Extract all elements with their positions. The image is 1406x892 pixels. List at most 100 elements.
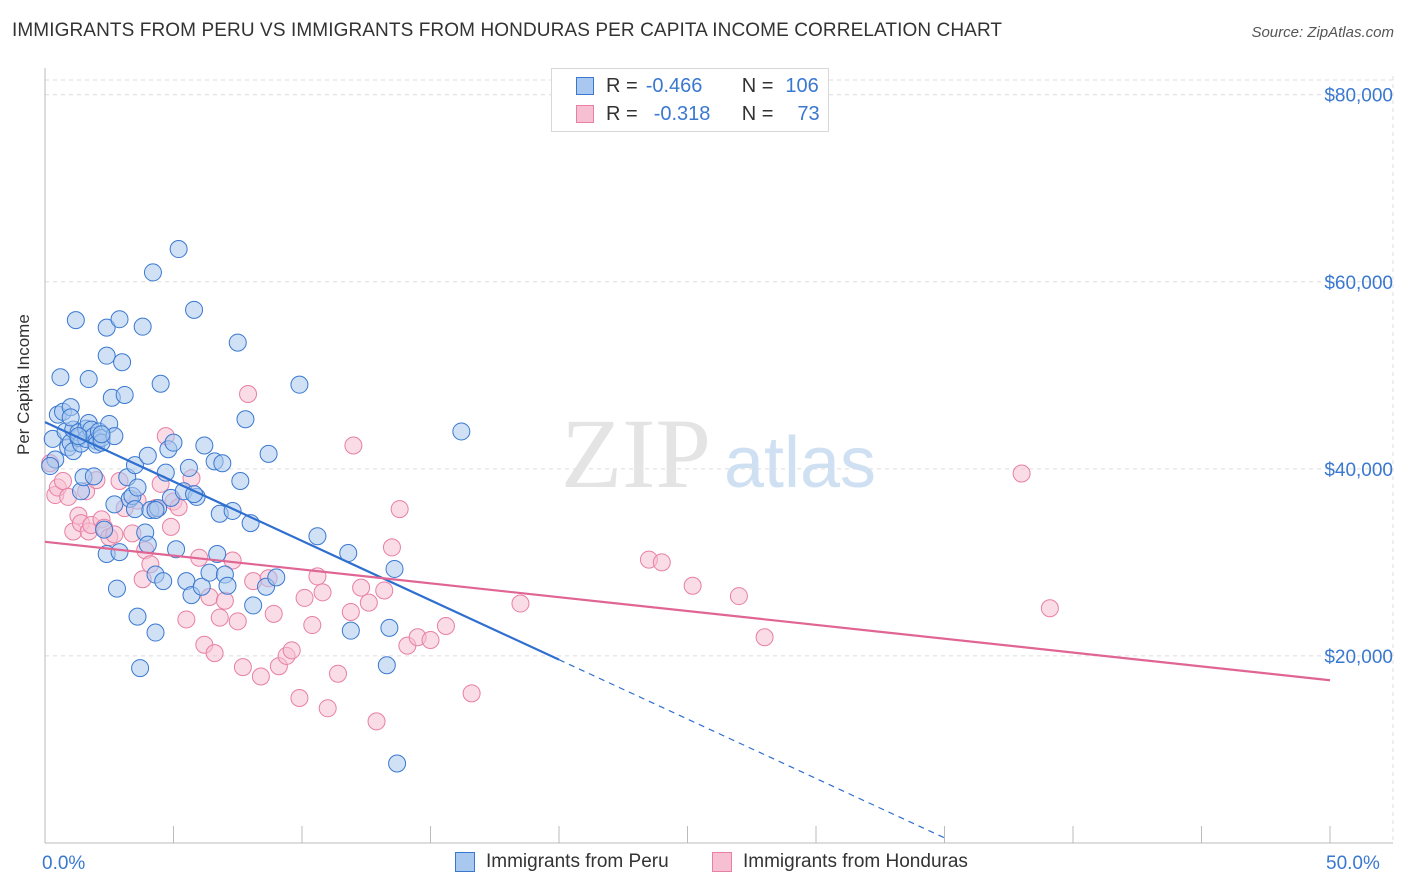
peru-point-73 [192,577,211,596]
peru-point-65 [167,540,186,559]
legend-peru-label: Immigrants from Peru [486,851,669,872]
legend-item-honduras: Immigrants from Honduras [712,851,968,873]
peru-point-30 [97,318,116,337]
honduras-point-52 [313,583,332,602]
honduras-point-65 [436,616,455,635]
peru-point-74 [195,436,214,455]
peru-point-94 [341,621,360,640]
peru-n-value: 106 [785,74,819,97]
honduras-point-26 [161,517,180,536]
legend-honduras-label: Immigrants from Honduras [743,851,968,872]
peru-point-52 [138,535,157,554]
honduras-point-47 [282,641,301,660]
honduras-point-50 [303,616,322,635]
y-tick-label-1: $40,000 [1324,460,1393,481]
y-tick-label-2: $60,000 [1324,273,1393,294]
x-tick-label-max: 50.0% [1326,853,1380,874]
peru-point-45 [125,500,144,519]
peru-point-81 [218,576,237,595]
peru-point-103 [146,501,165,520]
axes [44,68,1393,844]
honduras-point-59 [375,581,394,600]
honduras-point-55 [341,602,360,621]
honduras-point-73 [1012,464,1031,483]
peru-point-85 [236,410,255,429]
honduras-point-39 [233,658,252,677]
peru-point-38 [110,543,129,562]
watermark-atlas: atlas [724,423,876,503]
peru-point-96 [380,618,399,637]
legend-peru-swatch [455,852,475,872]
honduras-point-49 [295,588,314,607]
peru-r-value: -0.466 [645,74,703,97]
peru-point-39 [110,310,129,329]
peru-point-77 [208,544,227,563]
peru-point-90 [267,568,286,587]
peru-point-59 [151,374,170,393]
honduras-point-44 [264,604,283,623]
x-tick-label-min: 0.0% [42,853,86,874]
honduras-point-35 [210,608,229,627]
peru-point-3 [51,368,70,387]
honduras-point-53 [318,699,337,718]
honduras-point-42 [251,667,270,686]
honduras-point-29 [177,610,196,629]
peru-point-99 [452,422,471,441]
peru-point-105 [61,408,80,427]
peru-point-22 [84,467,103,486]
peru-point-55 [143,263,162,282]
stats-row-honduras: R = -0.318 N = 73 [552,99,820,129]
peru-point-84 [231,472,250,491]
peru-point-91 [290,375,309,394]
peru-trend-extension [558,659,945,839]
peru-point-41 [115,385,134,404]
peru-point-69 [179,458,198,477]
peru-swatch [576,77,594,95]
y-tick-label-3: $80,000 [1324,86,1393,107]
peru-point-92 [308,527,327,546]
peru-points [41,240,471,773]
honduras-point-38 [228,612,247,631]
peru-point-95 [377,656,396,675]
source-credit: Source: ZipAtlas.com [1251,24,1394,41]
peru-point-89 [259,444,278,463]
peru-point-49 [131,659,150,678]
watermark-zip: ZIP [561,398,711,509]
peru-point-97 [385,559,404,578]
honduras-point-66 [462,684,481,703]
peru-point-53 [138,446,157,465]
honduras-point-70 [683,576,702,595]
honduras-r-label: R = [606,102,638,125]
honduras-point-58 [367,712,386,731]
honduras-n-value: 73 [797,102,820,125]
peru-point-57 [146,623,165,642]
peru-point-50 [133,317,152,336]
peru-point-48 [128,478,147,497]
peru-trend-line [44,421,560,661]
honduras-point-40 [239,385,258,404]
chart-title: IMMIGRANTS FROM PERU VS IMMIGRANTS FROM … [12,20,1003,41]
peru-point-19 [79,370,98,389]
honduras-point-71 [729,587,748,606]
correlation-stats-box: R = -0.466 N = 106 R = -0.318 N = 73 [551,68,829,132]
honduras-r-value: -0.318 [653,102,711,125]
peru-point-29 [95,520,114,539]
peru-point-75 [200,563,219,582]
peru-point-31 [97,346,116,365]
y-axis-label: Per Capita Income [14,314,33,455]
peru-point-40 [113,353,132,372]
y-tick-label-0: $20,000 [1324,647,1393,668]
peru-point-102 [92,425,111,444]
peru-r-label: R = [606,74,638,97]
peru-point-47 [128,607,147,626]
honduras-n-label: N = [741,102,774,125]
peru-point-100 [41,457,60,476]
peru-point-66 [169,240,188,259]
honduras-point-36 [215,591,234,610]
legend-item-peru: Immigrants from Peru [455,851,669,873]
honduras-point-74 [1040,599,1059,618]
honduras-point-34 [205,644,224,663]
peru-point-37 [107,579,126,598]
honduras-point-3 [53,472,72,491]
